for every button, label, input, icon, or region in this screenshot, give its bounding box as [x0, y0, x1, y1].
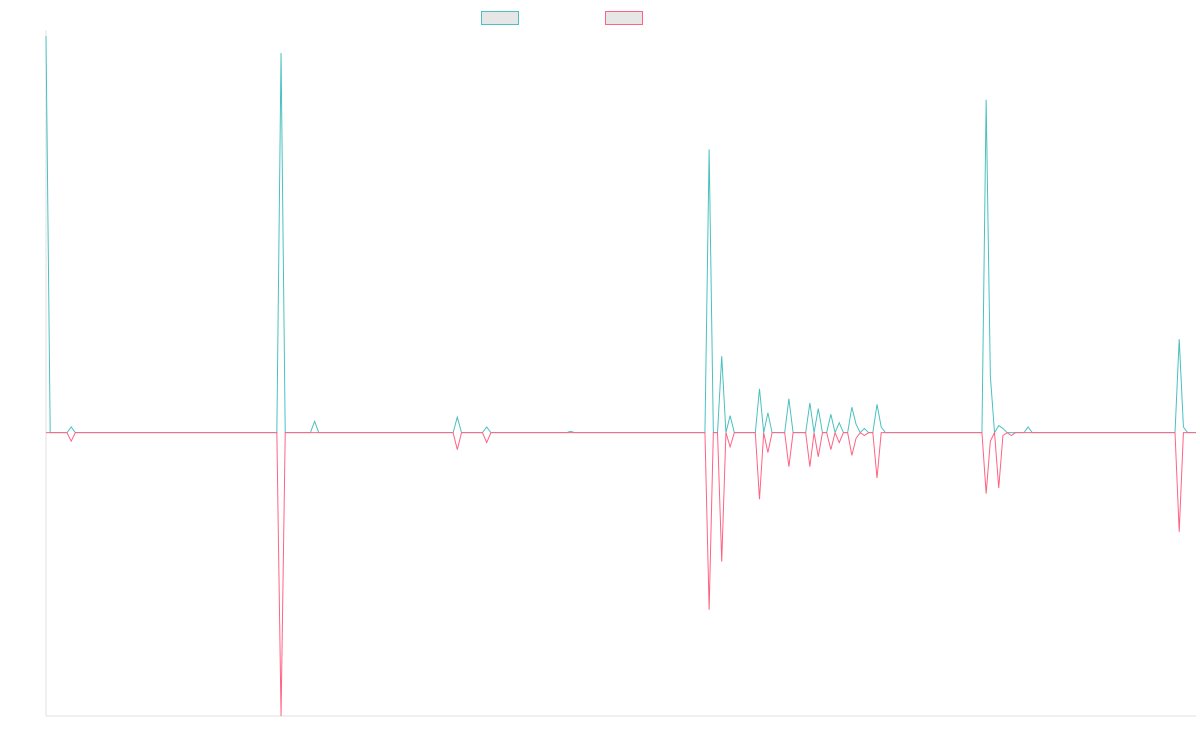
- series-line-1: [45, 35, 1196, 435]
- legend-item-series-1[interactable]: [481, 9, 525, 27]
- legend-swatch-series-2: [605, 11, 643, 25]
- series-layer: [45, 35, 1196, 717]
- legend: [0, 9, 1200, 27]
- legend-item-series-2[interactable]: [605, 9, 649, 27]
- legend-swatch-series-1: [481, 11, 519, 25]
- series-line-2: [46, 430, 1196, 717]
